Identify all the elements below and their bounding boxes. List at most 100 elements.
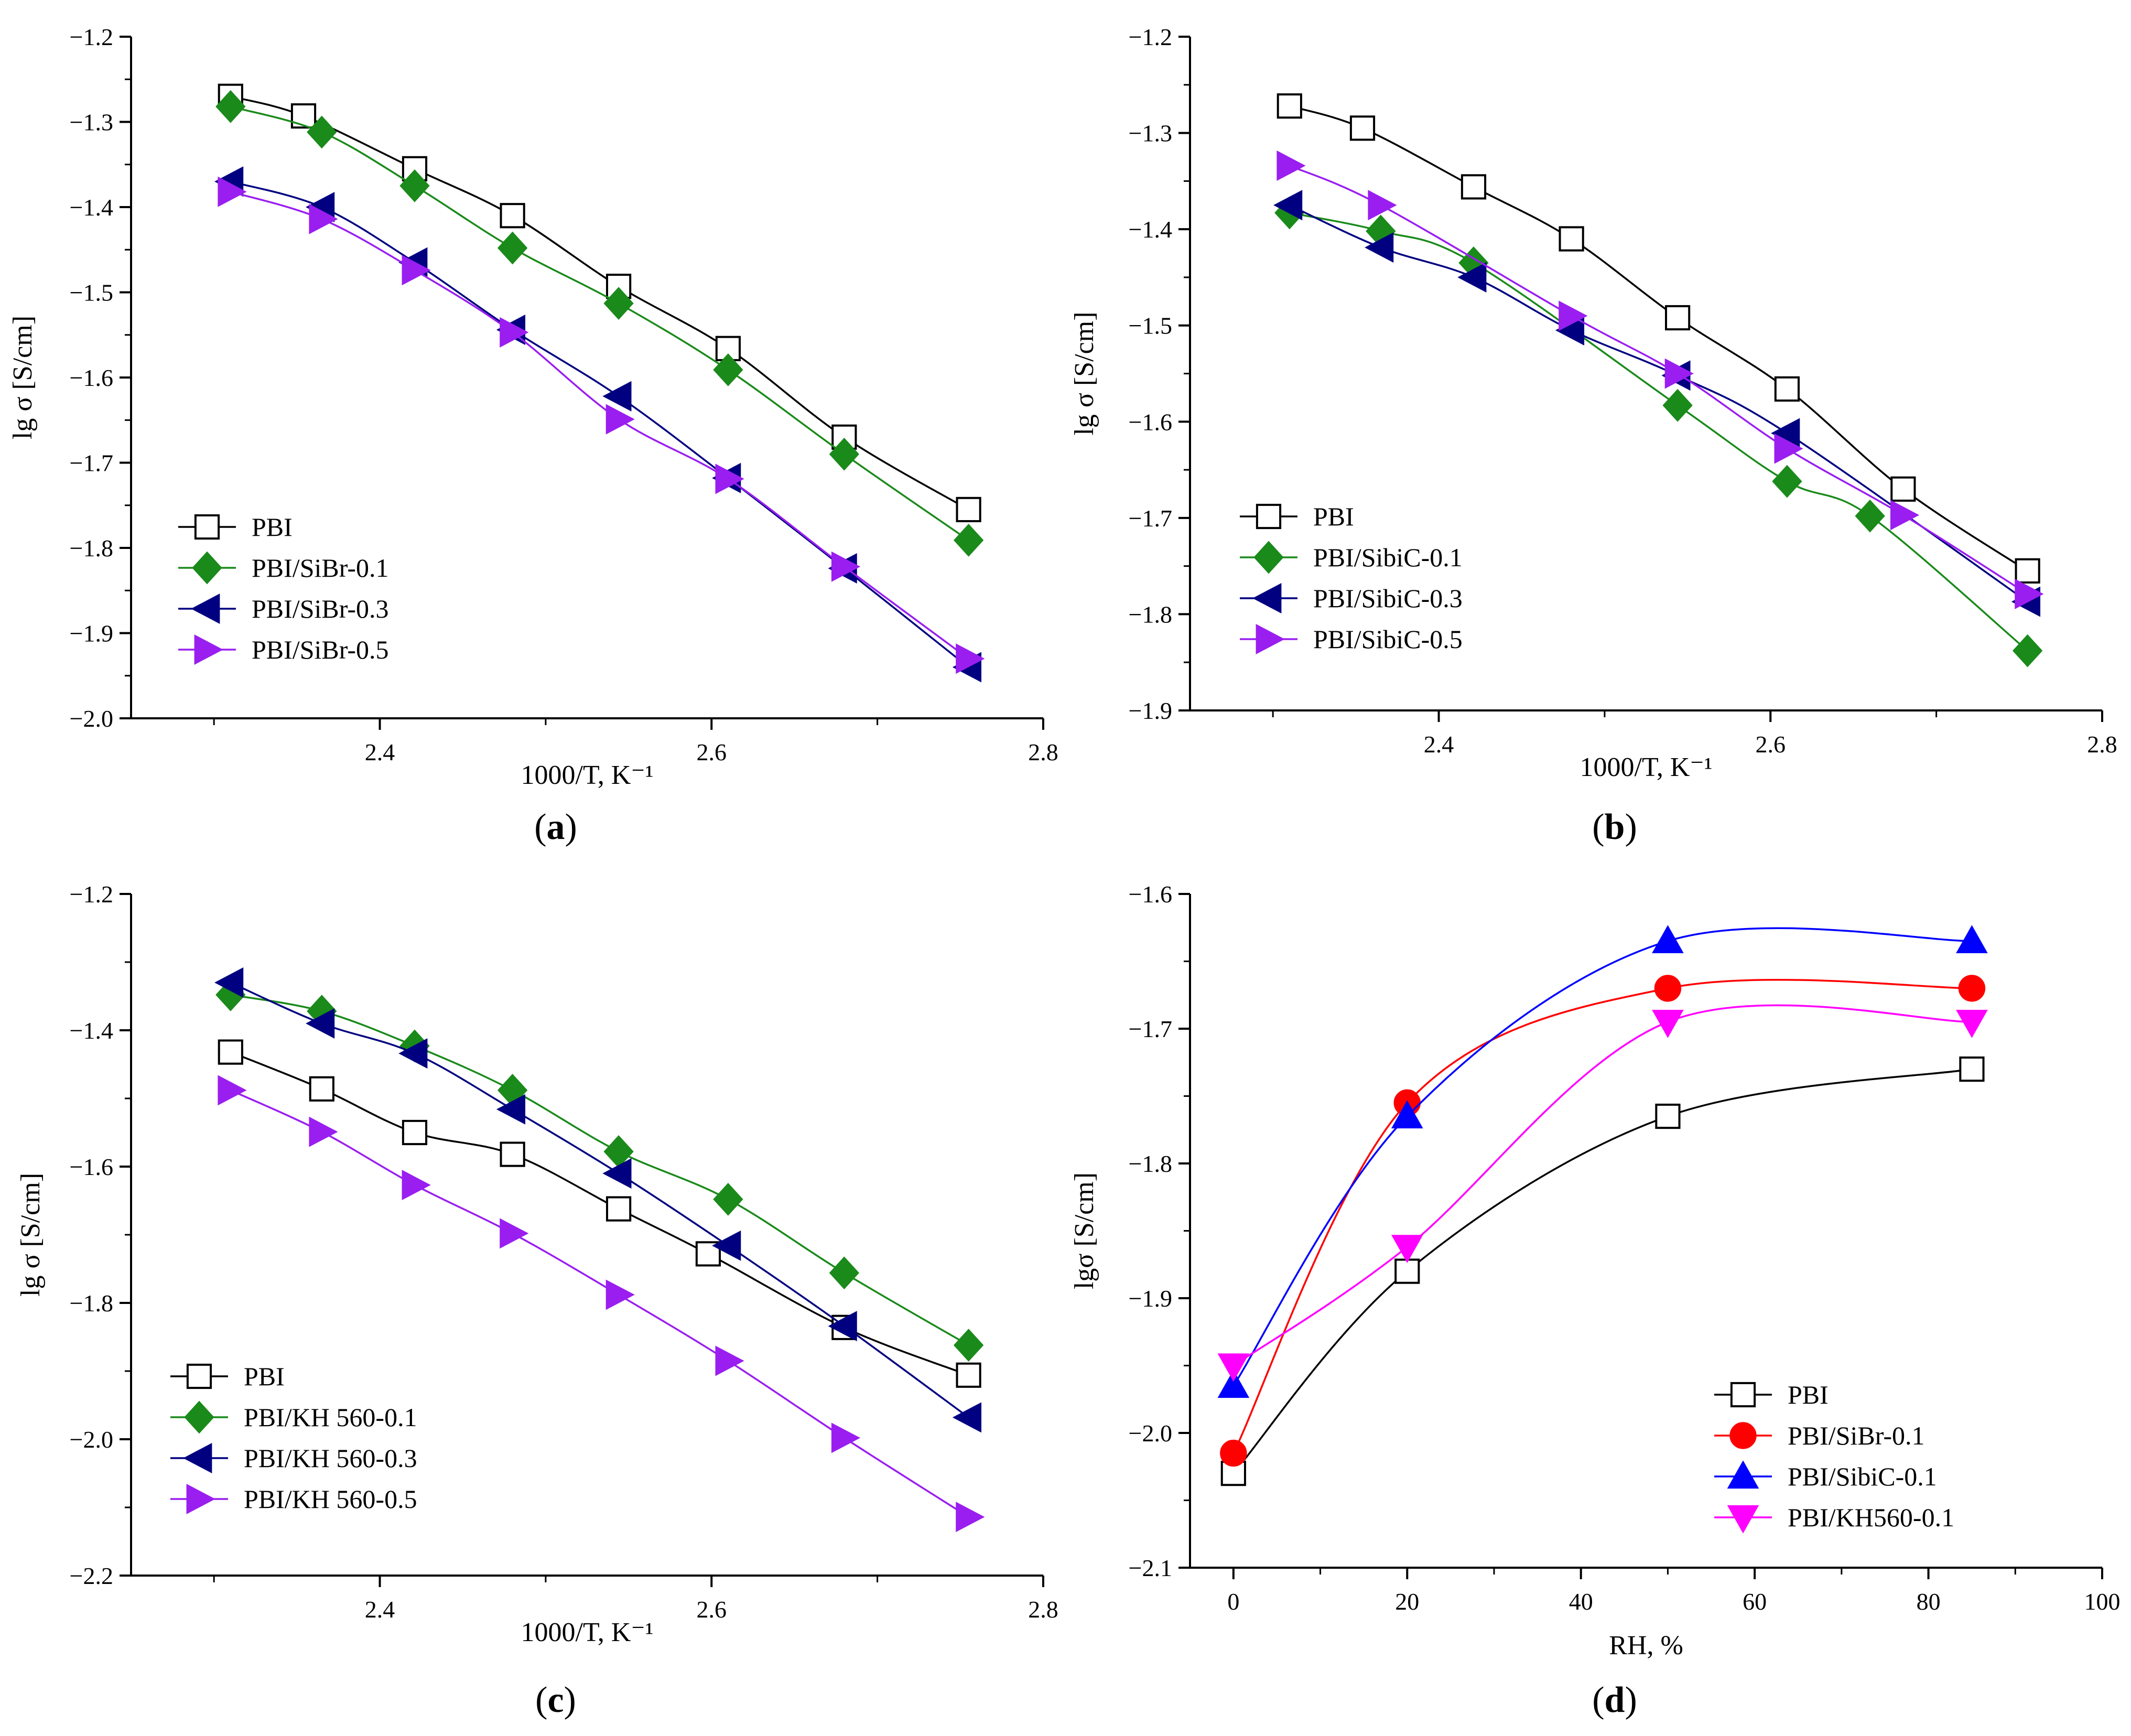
legend-marker [1727,1460,1759,1489]
data-point [953,1329,984,1362]
panel-label: (d) [1592,1680,1637,1720]
panel-label-open: ( [1592,1680,1604,1720]
data-point [290,103,317,129]
data-point [496,1094,526,1125]
y-tick-label: −1.8 [70,1290,113,1317]
data-point [1559,226,1584,252]
legend-marker [183,1443,212,1473]
legend-marker [191,594,220,624]
legend-marker [1253,541,1284,574]
data-point [1958,975,1986,1002]
x-tick-label: 2.6 [697,1596,727,1623]
x-tick-label: 2.4 [365,739,395,765]
legend-label: PBI/SibiC-0.5 [1313,624,1463,654]
data-point [500,1141,525,1167]
y-tick-label: −2.0 [70,1426,113,1453]
data-point [1349,115,1376,141]
data-point [953,523,984,557]
data-point [309,1076,334,1102]
legend-marker [186,1484,215,1514]
data-point [1461,174,1487,200]
legend-label: PBI/SibiC-0.3 [1313,584,1463,613]
legend-label: PBI/SiBr-0.1 [1788,1421,1925,1450]
series-1 [218,1039,981,1388]
panel-label-open: ( [535,1680,547,1720]
data-point [1654,975,1682,1002]
y-axis-label: lg σ [S/cm] [8,316,38,439]
y-tick-label: −1.4 [1129,216,1172,243]
data-point [605,404,635,435]
data-point [1855,499,1885,533]
series-line [1232,1068,1972,1474]
legend: PBI PBI/SibiC-0.1 PBI/SibiC-0.3 PBI/SibiC-0… [1240,502,1463,654]
data-point [2012,634,2043,667]
data-point [309,1116,338,1147]
data-point [1217,1353,1250,1382]
data-point [829,1256,860,1290]
data-point [307,115,337,149]
y-tick-label: −1.6 [70,364,113,391]
y-tick-label: −1.9 [1129,1285,1172,1312]
y-tick-label: −2.2 [70,1562,113,1589]
y-tick-label: −1.2 [70,881,113,908]
series-line [230,105,969,541]
data-point [1662,389,1693,422]
data-point [1772,465,1802,498]
data-point [715,463,744,494]
legend-label: PBI/SiBr-0.1 [252,553,389,583]
series-line [1289,105,2028,572]
data-point [1559,300,1588,331]
data-point [309,203,338,234]
chart-panel-4: −1.6 −1.7 −1.8 −1.9 −2.0 −2.1 0 20 40 60 80 100 RH, … [1069,881,2121,1720]
x-tick-label: 100 [2084,1588,2121,1615]
panel-label-letter: b [1605,807,1625,847]
series-4 [1217,1004,1988,1382]
data-point [1365,232,1394,263]
y-tick-label: −1.2 [70,24,113,50]
data-point [1391,1235,1423,1263]
data-point [831,1422,861,1453]
y-tick-label: −1.3 [70,109,113,136]
legend-label: PBI/KH 560-0.1 [244,1403,417,1432]
y-tick-label: −1.6 [1129,408,1172,435]
data-point [1277,150,1306,181]
series-line [1232,1004,1972,1366]
data-point [500,1218,529,1249]
x-tick-label: 2.4 [1424,731,1454,758]
y-axis-label: lg σ [S/cm] [16,1173,46,1297]
legend-marker [1256,503,1282,530]
data-point [1457,262,1487,293]
series-line [1289,165,2028,595]
legend-label: PBI/SibiC-0.1 [1788,1462,1937,1491]
y-tick-label: −1.3 [1129,120,1172,147]
y-tick-label: −2.1 [1129,1555,1172,1581]
data-point [2015,578,2044,609]
panel-label-close: ) [565,807,577,847]
series-4 [218,176,985,674]
data-point [1368,190,1397,221]
panel-label-letter: d [1605,1680,1625,1720]
x-axis-label: 1000/T, K⁻¹ [521,760,654,790]
legend-marker [1256,624,1285,654]
data-point [1217,1370,1250,1398]
data-point [1391,1100,1423,1129]
x-tick-label: 2.6 [1756,731,1786,758]
legend: PBI PBI/KH 560-0.1 PBI/KH 560-0.3 PBI/KH 56… [170,1362,417,1514]
panel-label-close: ) [1625,807,1637,847]
y-tick-label: −1.8 [1129,601,1172,628]
data-point [603,287,634,320]
series-line [230,994,969,1346]
data-point [1774,376,1800,402]
data-point [399,169,430,202]
x-tick-label: 2.4 [365,1596,395,1623]
legend-marker [192,551,222,585]
series-2 [215,90,984,557]
x-axis-label: 1000/T, K⁻¹ [1580,752,1713,782]
y-tick-label: −1.5 [1129,312,1172,339]
data-point [829,437,860,471]
data-point [402,1170,431,1201]
series-line [230,191,969,660]
data-point [956,1362,981,1388]
series-2 [215,978,984,1362]
legend-marker [194,634,223,665]
